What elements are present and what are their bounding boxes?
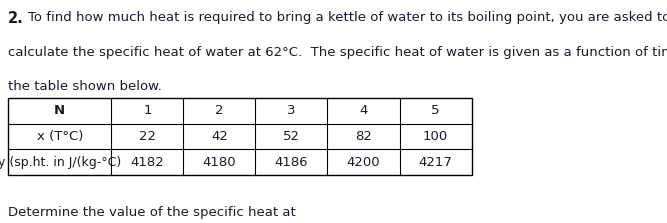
- Text: 1: 1: [143, 104, 151, 118]
- Text: N: N: [54, 104, 65, 118]
- Text: 4217: 4217: [419, 156, 452, 169]
- Text: 42: 42: [211, 130, 228, 143]
- Text: 2.: 2.: [8, 11, 24, 26]
- Text: y (sp.ht. in J/(kg-°C): y (sp.ht. in J/(kg-°C): [0, 156, 121, 169]
- Text: 4186: 4186: [275, 156, 308, 169]
- Text: To find how much heat is required to bring a kettle of water to its boiling poin: To find how much heat is required to bri…: [28, 11, 667, 24]
- Text: the table shown below.: the table shown below.: [8, 80, 162, 93]
- Text: 22: 22: [139, 130, 156, 143]
- Text: 2: 2: [215, 104, 223, 118]
- Text: 4182: 4182: [131, 156, 164, 169]
- Text: 100: 100: [423, 130, 448, 143]
- Text: 4: 4: [360, 104, 368, 118]
- Text: Determine the value of the specific heat at: Determine the value of the specific heat…: [8, 206, 300, 219]
- Text: 3: 3: [287, 104, 295, 118]
- Text: 52: 52: [283, 130, 300, 143]
- Text: 82: 82: [355, 130, 372, 143]
- Text: calculate the specific heat of water at 62°C.  The specific heat of water is giv: calculate the specific heat of water at …: [8, 46, 667, 59]
- Text: 4180: 4180: [203, 156, 236, 169]
- Text: 5: 5: [432, 104, 440, 118]
- Text: 4200: 4200: [347, 156, 380, 169]
- Bar: [8, 98, 472, 175]
- Text: x (T°C): x (T°C): [37, 130, 83, 143]
